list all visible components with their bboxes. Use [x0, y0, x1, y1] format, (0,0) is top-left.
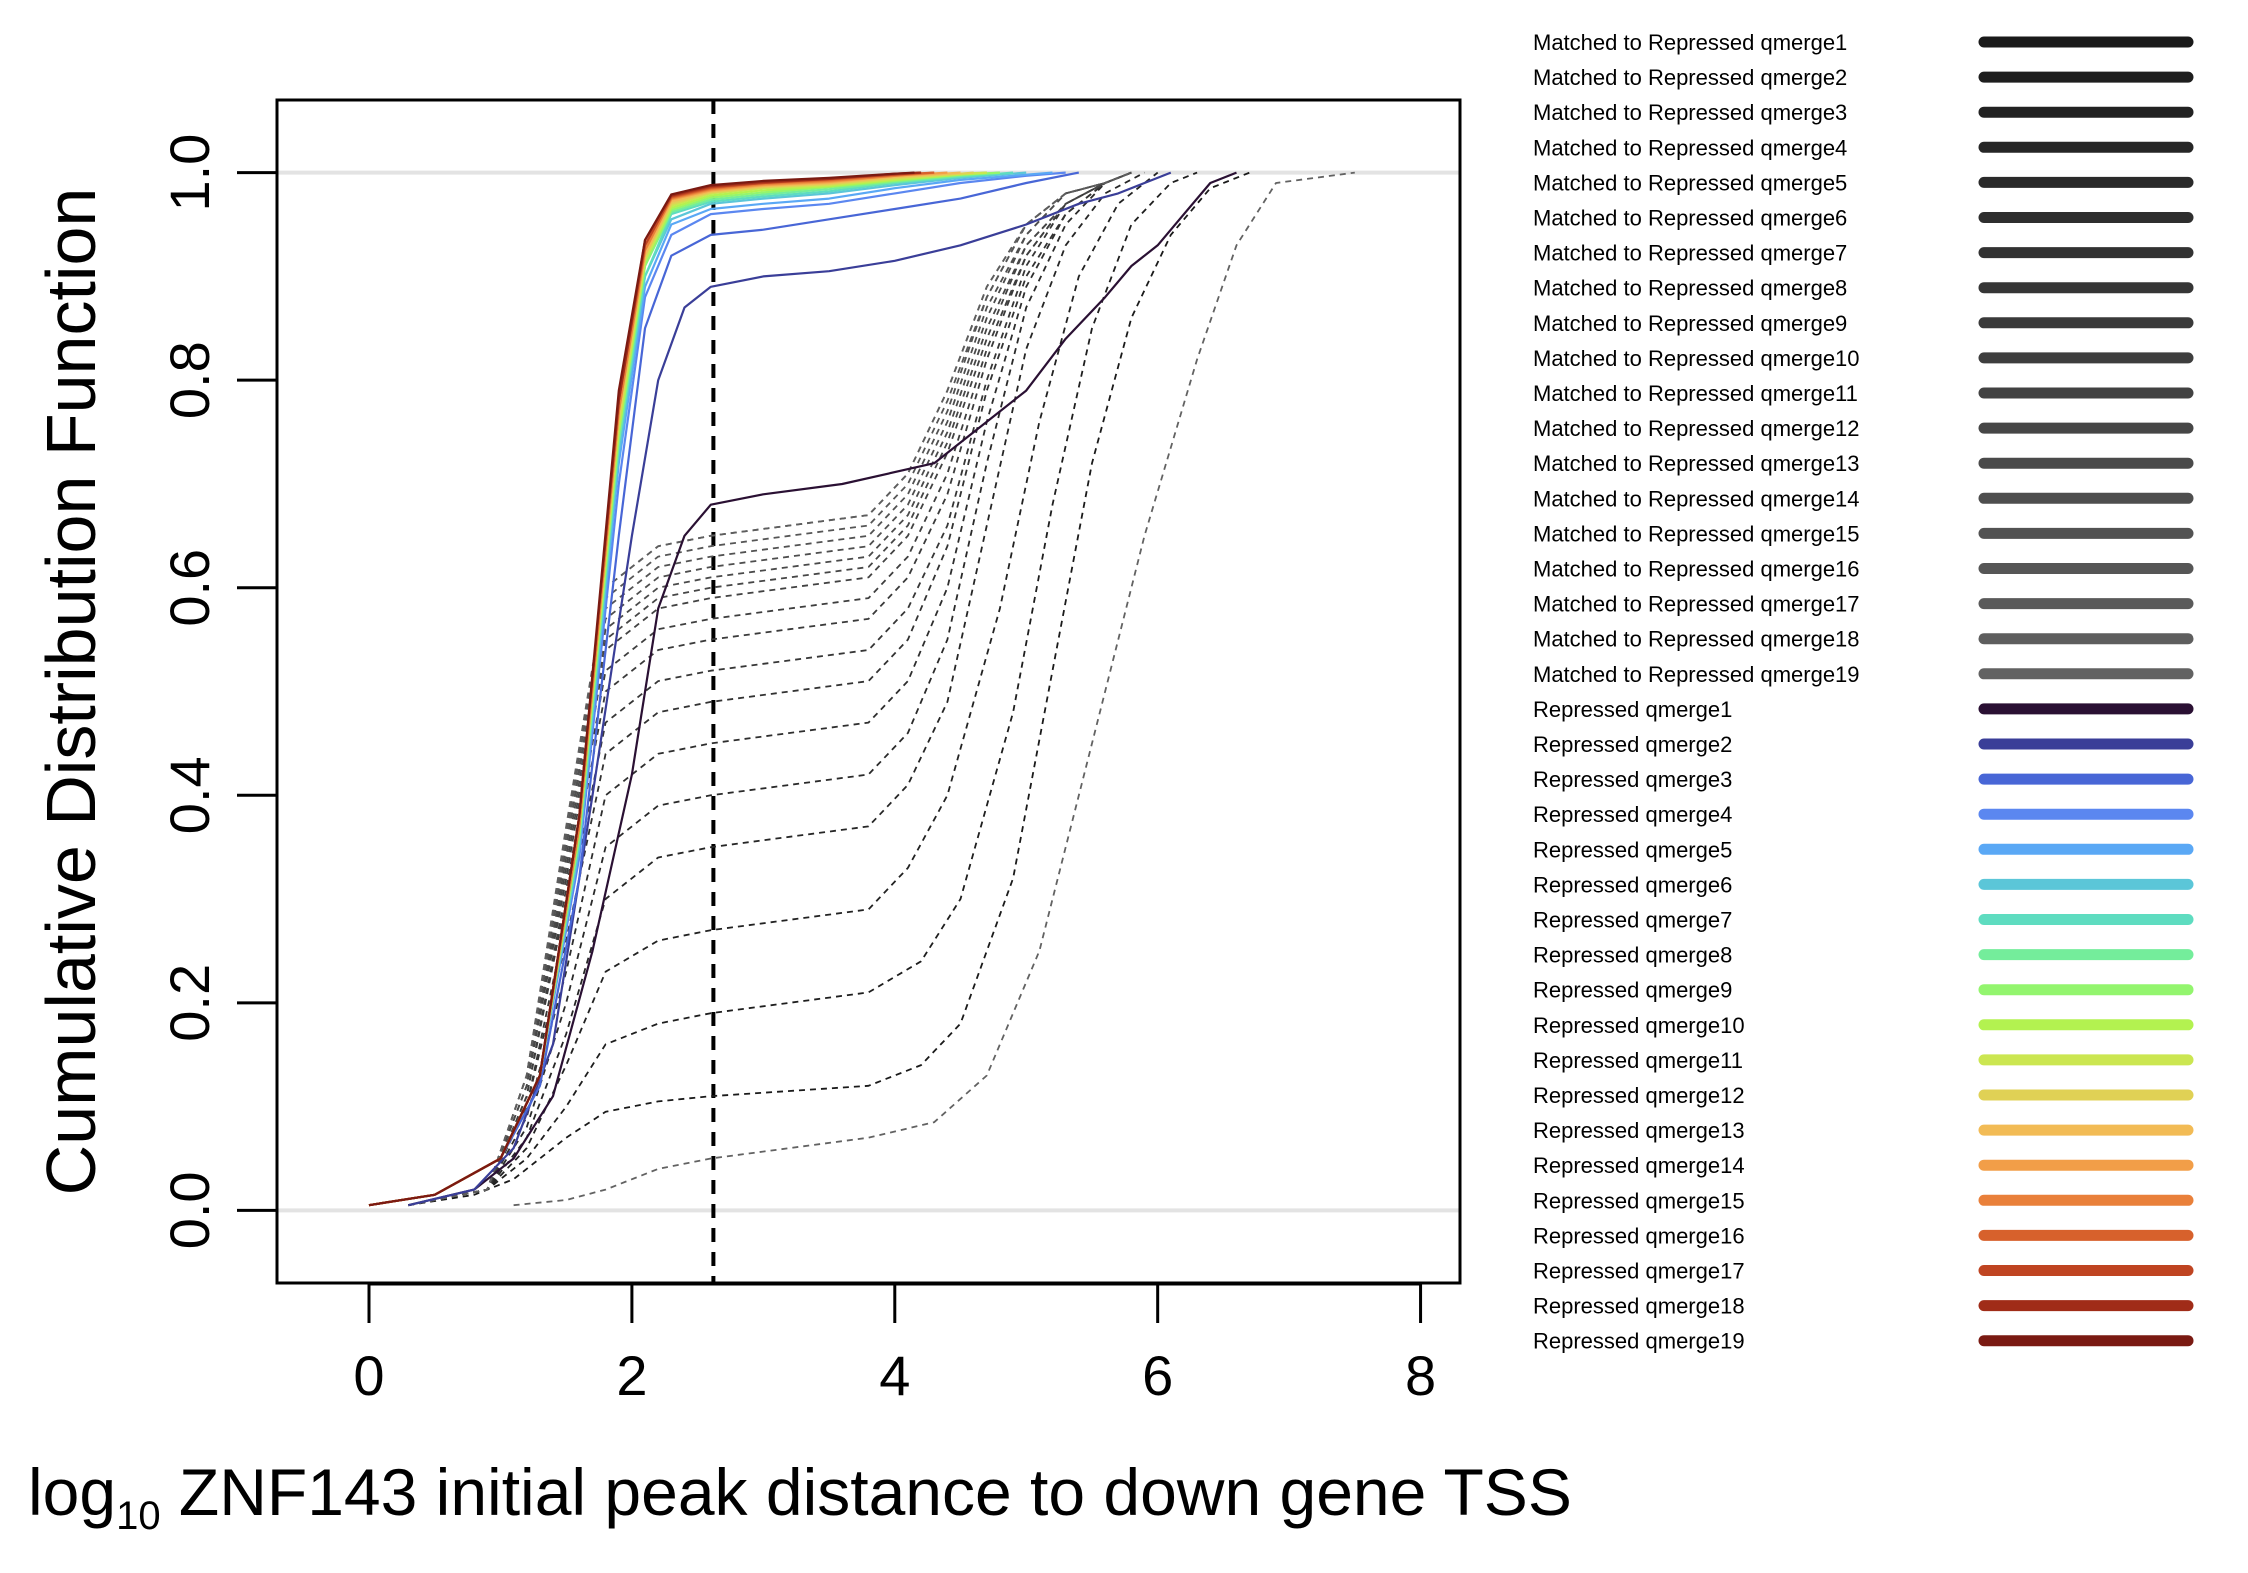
legend-label-38: Repressed qmerge19	[1533, 1329, 1745, 1354]
legend-label-30: Repressed qmerge11	[1533, 1048, 1743, 1073]
x-axis-label-text: ZNF143 initial peak distance to down gen…	[161, 1455, 1572, 1529]
x-tick-label-3: 6	[1142, 1344, 1173, 1407]
legend-label-4: Matched to Repressed qmerge4	[1533, 135, 1847, 160]
reference-lines	[277, 100, 1460, 1283]
x-axis-label-subscript: 10	[116, 1494, 161, 1538]
legend-label-36: Repressed qmerge17	[1533, 1259, 1745, 1284]
legend-label-35: Repressed qmerge16	[1533, 1223, 1745, 1248]
legend-label-37: Repressed qmerge18	[1533, 1294, 1745, 1319]
series-line-22	[368, 171, 1080, 1207]
legend-label-2: Matched to Repressed qmerge2	[1533, 65, 1847, 90]
y-tick-label-0: 0.0	[158, 1171, 221, 1249]
series-line-5	[408, 171, 1132, 1207]
legend-label-1: Matched to Repressed qmerge1	[1533, 30, 1847, 55]
legend-label-34: Repressed qmerge15	[1533, 1188, 1745, 1213]
series-line-21	[408, 171, 1172, 1207]
y-tick-label-4: 0.8	[158, 341, 221, 419]
series-line-8	[408, 171, 1132, 1207]
legend-label-22: Repressed qmerge3	[1533, 767, 1732, 792]
series-line-7	[408, 171, 1132, 1207]
legend-label-28: Repressed qmerge9	[1533, 978, 1732, 1003]
series-line-4	[408, 171, 1145, 1207]
legend-label-26: Repressed qmerge7	[1533, 908, 1732, 933]
legend-label-19: Matched to Repressed qmerge19	[1533, 662, 1860, 687]
legend-label-16: Matched to Repressed qmerge16	[1533, 557, 1860, 582]
legend-label-25: Repressed qmerge6	[1533, 872, 1732, 897]
y-axis: 0.0 0.2 0.4 0.6 0.8 1.0	[158, 134, 279, 1249]
legend-label-5: Matched to Repressed qmerge5	[1533, 170, 1847, 195]
x-axis-label: log10 ZNF143 initial peak distance to do…	[28, 1455, 1572, 1538]
series-line-20	[408, 171, 1237, 1207]
series-line-18	[408, 171, 1132, 1207]
x-axis-label-log: log	[28, 1455, 116, 1529]
legend-label-9: Matched to Repressed qmerge9	[1533, 311, 1847, 336]
series-line-38	[368, 171, 915, 1207]
legend-label-18: Matched to Repressed qmerge18	[1533, 627, 1860, 652]
y-tick-label-5: 1.0	[158, 134, 221, 212]
legend-label-24: Repressed qmerge5	[1533, 837, 1732, 862]
legend-label-13: Matched to Repressed qmerge13	[1533, 451, 1860, 476]
y-axis-label: Cumulative Distribution Function	[32, 188, 110, 1196]
legend: Matched to Repressed qmerge1 Matched to R…	[1533, 30, 2194, 1354]
x-tick-label-4: 8	[1405, 1344, 1436, 1407]
legend-label-15: Matched to Repressed qmerge15	[1533, 521, 1860, 546]
legend-label-6: Matched to Repressed qmerge6	[1533, 206, 1847, 231]
x-tick-label-0: 0	[353, 1344, 384, 1407]
x-axis: 0 2 4 6 8	[353, 1282, 1436, 1407]
legend-label-10: Matched to Repressed qmerge10	[1533, 346, 1860, 371]
legend-label-31: Repressed qmerge12	[1533, 1083, 1745, 1108]
legend-label-29: Repressed qmerge10	[1533, 1013, 1745, 1038]
legend-label-20: Repressed qmerge1	[1533, 697, 1732, 722]
legend-label-23: Repressed qmerge4	[1533, 802, 1732, 827]
series-lines	[368, 171, 1355, 1207]
y-tick-label-2: 0.4	[158, 756, 221, 834]
legend-label-33: Repressed qmerge14	[1533, 1153, 1745, 1178]
legend-label-3: Matched to Repressed qmerge3	[1533, 100, 1847, 125]
legend-label-12: Matched to Repressed qmerge12	[1533, 416, 1860, 441]
legend-label-27: Repressed qmerge8	[1533, 943, 1732, 968]
series-line-10	[408, 171, 1132, 1207]
series-line-1	[408, 171, 1251, 1207]
series-line-19	[513, 171, 1355, 1207]
y-tick-label-3: 0.6	[158, 549, 221, 627]
y-tick-label-1: 0.2	[158, 964, 221, 1042]
legend-label-17: Matched to Repressed qmerge17	[1533, 592, 1860, 617]
x-tick-label-2: 4	[879, 1344, 910, 1407]
legend-label-14: Matched to Repressed qmerge14	[1533, 486, 1860, 511]
legend-label-32: Repressed qmerge13	[1533, 1118, 1745, 1143]
legend-label-7: Matched to Repressed qmerge7	[1533, 241, 1847, 266]
series-line-14	[408, 171, 1132, 1207]
legend-label-21: Repressed qmerge2	[1533, 732, 1732, 757]
x-tick-label-1: 2	[616, 1344, 647, 1407]
legend-label-8: Matched to Repressed qmerge8	[1533, 276, 1847, 301]
legend-label-11: Matched to Repressed qmerge11	[1533, 381, 1858, 406]
